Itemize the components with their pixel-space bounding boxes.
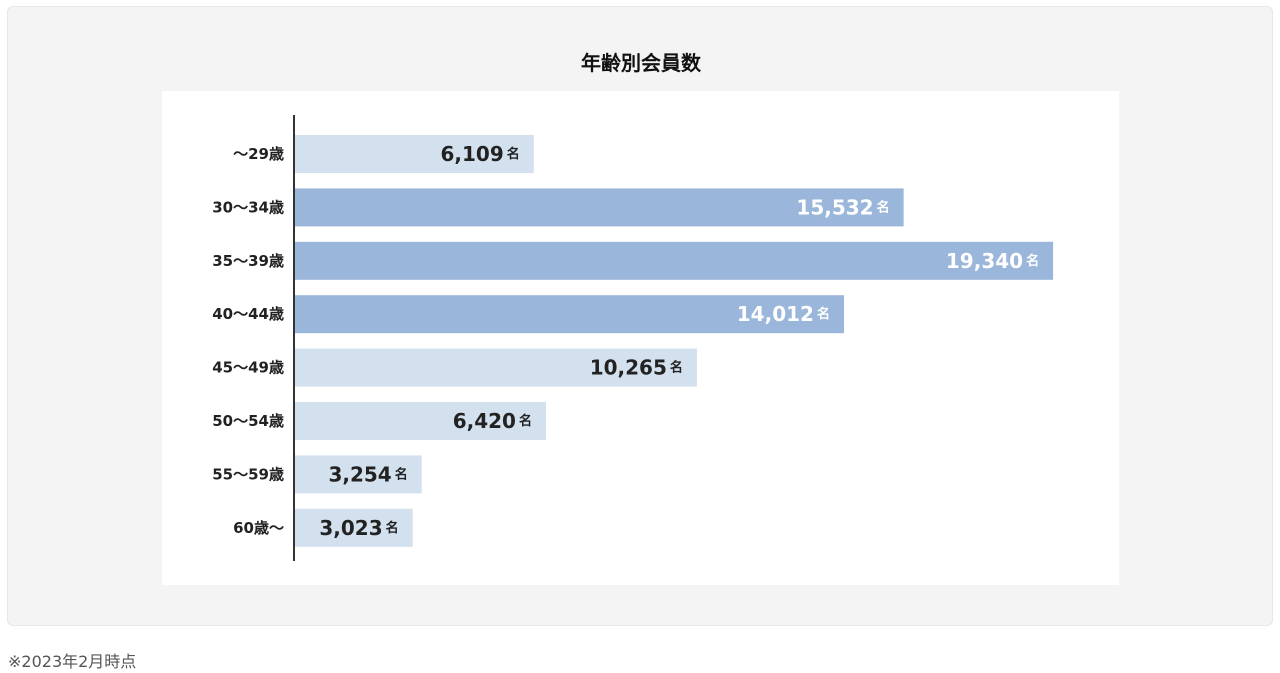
bar bbox=[294, 508, 413, 547]
category-label: 35～39歳 bbox=[212, 252, 284, 270]
bar-row: 30～34歳 15,532 名 bbox=[212, 188, 904, 227]
bar bbox=[294, 241, 1054, 280]
footnote: ※2023年2月時点 bbox=[8, 652, 137, 671]
bar-row: 35～39歳 19,340 名 bbox=[212, 241, 1054, 280]
value-number: 14,012 bbox=[737, 302, 814, 326]
bar-row: 60歳～ 3,023 名 bbox=[233, 508, 413, 547]
category-label: 50～54歳 bbox=[212, 412, 284, 430]
category-label: 30～34歳 bbox=[212, 198, 284, 216]
value-number: 15,532 bbox=[796, 195, 873, 219]
bar-chart-svg: ～29歳 6,109 名30～34歳 15,532 名35～39歳 19,340 名40～4… bbox=[212, 115, 1054, 561]
value-unit: 名 bbox=[507, 146, 520, 162]
value-number: 6,109 bbox=[440, 142, 503, 166]
value-number: 19,340 bbox=[946, 249, 1023, 273]
value-unit: 名 bbox=[877, 199, 890, 215]
value-unit: 名 bbox=[817, 306, 830, 322]
bar-row: 45～49歳 10,265 名 bbox=[212, 348, 697, 387]
chart-panel: 年齢別会員数 ～29歳 6,109 名 30～34歳 15,532 名 35～39歳 19,3… bbox=[7, 6, 1273, 626]
category-label: ～29歳 bbox=[233, 145, 284, 163]
value-label: 15,532 名 bbox=[796, 195, 889, 219]
bar bbox=[294, 455, 422, 494]
chart-title: 年齢別会員数 bbox=[581, 51, 701, 75]
bar bbox=[294, 295, 844, 334]
bar-row: ～29歳 6,109 名 bbox=[233, 135, 534, 173]
value-unit: 名 bbox=[395, 466, 408, 482]
bar bbox=[294, 188, 904, 227]
value-number: 3,254 bbox=[328, 462, 391, 486]
value-label: 10,265 名 bbox=[590, 356, 683, 380]
value-unit: 名 bbox=[670, 359, 683, 375]
value-label: 14,012 名 bbox=[737, 302, 830, 326]
value-label: 19,340 名 bbox=[946, 249, 1039, 273]
bar bbox=[294, 402, 546, 440]
value-label: 6,109 名 bbox=[440, 142, 519, 166]
category-label: 45～49歳 bbox=[212, 359, 284, 377]
bar-row: 55～59歳 3,254 名 bbox=[212, 455, 422, 494]
bar bbox=[294, 348, 697, 387]
value-number: 10,265 bbox=[590, 356, 667, 380]
bar bbox=[294, 135, 534, 173]
category-label: 60歳～ bbox=[233, 519, 284, 537]
value-label: 3,254 名 bbox=[328, 462, 407, 486]
bar-row: 50～54歳 6,420 名 bbox=[212, 402, 546, 440]
category-label: 40～44歳 bbox=[212, 305, 284, 323]
value-label: 6,420 名 bbox=[453, 409, 532, 433]
value-label: 3,023 名 bbox=[319, 516, 398, 540]
value-number: 6,420 bbox=[453, 409, 516, 433]
value-unit: 名 bbox=[386, 519, 399, 535]
value-unit: 名 bbox=[1026, 252, 1039, 268]
bar-row: 40～44歳 14,012 名 bbox=[212, 295, 844, 334]
value-unit: 名 bbox=[519, 413, 532, 429]
category-label: 55～59歳 bbox=[212, 465, 284, 483]
chart-area: ～29歳 6,109 名 30～34歳 15,532 名 35～39歳 19,340 名 40～4… bbox=[162, 91, 1119, 585]
value-number: 3,023 bbox=[319, 516, 382, 540]
